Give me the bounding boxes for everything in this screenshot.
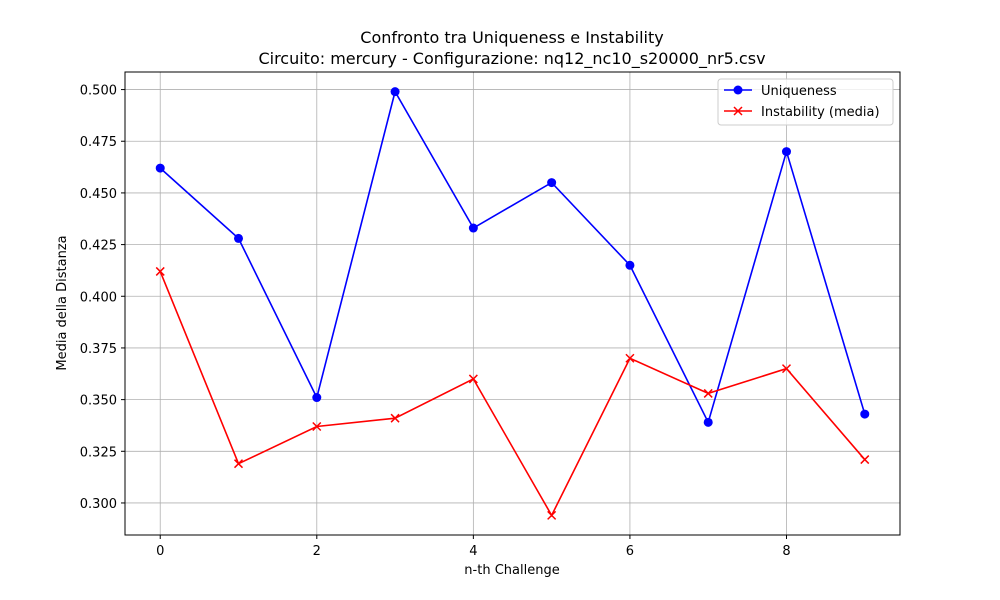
x-tick-label: 0	[156, 544, 164, 559]
legend: Uniqueness Instability (media)	[717, 78, 894, 126]
axes: 0 2 4 6 8 0.300 0.325 0.350 0.375 0.400 0.425 0.450…	[80, 71, 901, 559]
y-tick-label: 0.350	[80, 394, 117, 409]
y-tick-label: 0.475	[80, 135, 117, 150]
data-point	[234, 233, 244, 243]
series-layer	[155, 87, 870, 520]
series-instability	[155, 266, 870, 520]
x-axis-label: n-th Challenge	[464, 563, 559, 578]
data-point	[468, 223, 478, 233]
data-point	[625, 260, 635, 270]
data-point	[390, 413, 400, 423]
data-point	[312, 421, 322, 432]
y-tick-label: 0.375	[80, 342, 117, 357]
chart-subtitle: Circuito: mercury - Configurazione: nq12…	[258, 49, 765, 69]
y-tick-label: 0.325	[80, 445, 117, 460]
y-axis-label: Media della Distanza	[55, 235, 70, 370]
series-line	[159, 89, 866, 425]
chart-title: Confronto tra Uniqueness e Instability	[360, 28, 663, 47]
data-point	[547, 178, 557, 188]
series-uniqueness	[155, 87, 870, 427]
x-tick-label: 2	[313, 544, 321, 559]
data-point	[233, 459, 244, 469]
data-point	[703, 388, 713, 398]
data-point	[468, 374, 478, 384]
data-point	[625, 353, 635, 363]
y-tick-label: 0.500	[80, 84, 117, 99]
x-tick-label: 6	[626, 544, 634, 559]
legend-label-uniqueness: Uniqueness	[761, 84, 837, 99]
grid	[125, 72, 900, 535]
data-point	[860, 455, 870, 465]
legend-label-instability: Instability (media)	[761, 105, 880, 120]
x-tick-label: 8	[782, 544, 790, 559]
data-point	[703, 417, 713, 427]
y-tick-label: 0.450	[80, 187, 117, 202]
data-point	[155, 163, 165, 173]
data-point	[312, 393, 322, 403]
legend-box	[717, 78, 894, 126]
data-point	[860, 409, 870, 419]
legend-marker-instability	[733, 106, 743, 116]
data-point	[781, 147, 791, 157]
data-point	[155, 266, 165, 276]
y-tick-label: 0.300	[80, 497, 117, 512]
data-point	[547, 510, 557, 520]
legend-marker-uniqueness	[733, 85, 743, 95]
y-tick-label: 0.425	[80, 239, 117, 254]
y-tick-label: 0.400	[80, 290, 117, 305]
data-point	[390, 87, 400, 97]
x-tick-label: 4	[469, 544, 477, 559]
data-point	[781, 364, 792, 374]
plot-frame	[124, 71, 901, 536]
series-line	[159, 271, 866, 518]
